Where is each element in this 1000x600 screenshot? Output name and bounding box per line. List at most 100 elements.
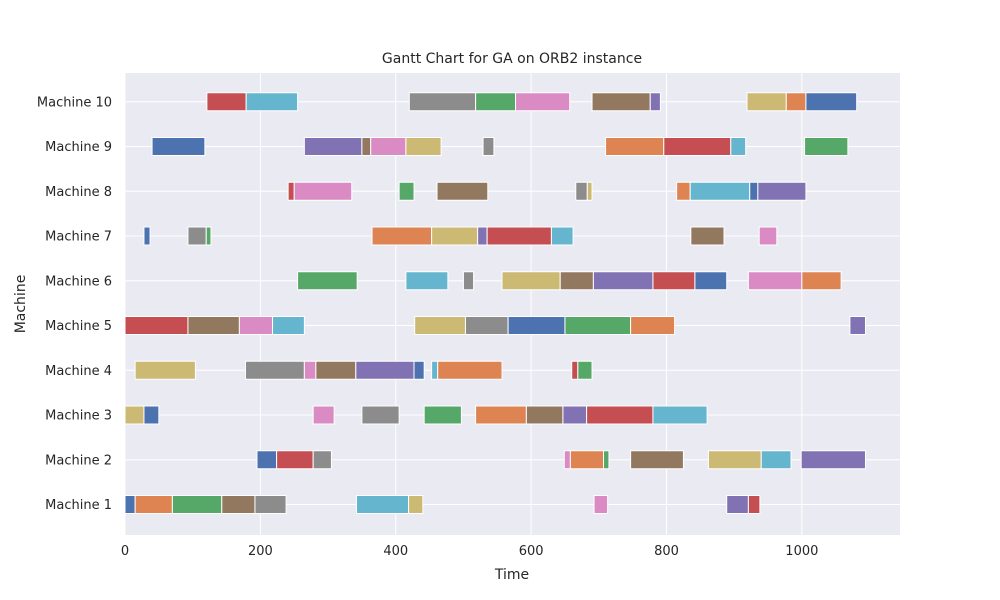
task-bar bbox=[414, 316, 466, 335]
task-bar bbox=[464, 316, 509, 335]
task-bar bbox=[245, 92, 299, 112]
task-bar bbox=[238, 316, 274, 335]
task-bar bbox=[187, 226, 207, 246]
task-bar bbox=[569, 450, 605, 470]
task-bar bbox=[143, 226, 151, 246]
task-bar bbox=[303, 137, 363, 156]
y-tick-label: Machine 7 bbox=[45, 230, 112, 245]
task-bar bbox=[303, 360, 317, 380]
task-bar bbox=[405, 137, 442, 156]
task-bar bbox=[134, 360, 196, 380]
task-bar bbox=[562, 405, 588, 425]
x-tick-label: 600 bbox=[519, 544, 544, 559]
task-bar bbox=[563, 450, 571, 470]
task-bar bbox=[370, 137, 407, 156]
task-bar bbox=[593, 495, 609, 514]
task-bar bbox=[707, 450, 762, 470]
task-bar bbox=[676, 181, 691, 201]
x-tick-label: 800 bbox=[654, 544, 679, 559]
task-bar bbox=[804, 137, 849, 156]
y-tick-label: Machine 6 bbox=[45, 274, 112, 289]
task-bar bbox=[431, 226, 479, 246]
task-bar bbox=[559, 271, 594, 291]
task-bar bbox=[586, 405, 654, 425]
task-bar bbox=[652, 271, 696, 291]
x-tick-label: 1000 bbox=[785, 544, 818, 559]
x-axis-label: Time bbox=[494, 567, 529, 583]
task-bar bbox=[436, 181, 489, 201]
task-bar bbox=[694, 271, 728, 291]
task-bar bbox=[312, 450, 332, 470]
task-bar bbox=[475, 92, 517, 112]
task-bar bbox=[690, 226, 725, 246]
task-bar bbox=[124, 405, 145, 425]
task-bars bbox=[124, 92, 866, 514]
task-bar bbox=[577, 360, 593, 380]
x-tick-labels: 0 200 400 600 800 1000 bbox=[121, 544, 819, 559]
task-bar bbox=[486, 226, 552, 246]
y-tick-label: Machine 10 bbox=[37, 95, 112, 110]
task-bar bbox=[408, 495, 424, 514]
task-bar bbox=[591, 92, 651, 112]
task-bar bbox=[515, 92, 571, 112]
task-bar bbox=[760, 450, 792, 470]
task-bar bbox=[564, 316, 632, 335]
task-bar bbox=[361, 405, 400, 425]
task-bar bbox=[276, 450, 314, 470]
task-bar bbox=[746, 92, 787, 112]
task-bar bbox=[371, 226, 433, 246]
task-bar bbox=[501, 271, 561, 291]
task-bar bbox=[663, 137, 732, 156]
task-bar bbox=[355, 360, 415, 380]
task-bar bbox=[726, 495, 749, 514]
task-bar bbox=[689, 181, 751, 201]
task-bar bbox=[462, 271, 475, 291]
task-bar bbox=[287, 181, 295, 201]
task-bar bbox=[586, 181, 593, 201]
task-bar bbox=[151, 137, 206, 156]
task-bar bbox=[507, 316, 566, 335]
task-bar bbox=[398, 181, 415, 201]
task-bar bbox=[254, 495, 287, 514]
task-bar bbox=[605, 137, 665, 156]
task-bar bbox=[361, 137, 372, 156]
task-bar bbox=[408, 92, 477, 112]
task-bar bbox=[171, 495, 223, 514]
task-bar bbox=[800, 450, 866, 470]
y-tick-label: Machine 4 bbox=[45, 364, 112, 379]
task-bar bbox=[205, 226, 212, 246]
task-bar bbox=[315, 360, 357, 380]
task-bar bbox=[730, 137, 747, 156]
x-tick-label: 200 bbox=[248, 544, 273, 559]
task-bar bbox=[805, 92, 858, 112]
task-bar bbox=[785, 92, 807, 112]
y-tick-label: Machine 3 bbox=[45, 409, 112, 424]
y-tick-label: Machine 1 bbox=[45, 498, 112, 513]
task-bar bbox=[413, 360, 425, 380]
task-bar bbox=[482, 137, 495, 156]
task-bar bbox=[592, 271, 654, 291]
task-bar bbox=[272, 316, 305, 335]
task-bar bbox=[124, 316, 189, 335]
task-bar bbox=[749, 181, 759, 201]
task-bar bbox=[187, 316, 240, 335]
task-bar bbox=[244, 360, 305, 380]
task-bar bbox=[423, 405, 462, 425]
task-bar bbox=[747, 495, 761, 514]
y-tick-label: Machine 2 bbox=[45, 453, 112, 468]
y-tick-label: Machine 9 bbox=[45, 140, 112, 155]
task-bar bbox=[143, 405, 160, 425]
y-tick-label: Machine 5 bbox=[45, 319, 112, 334]
chart-title: Gantt Chart for GA on ORB2 instance bbox=[382, 51, 642, 67]
task-bar bbox=[571, 360, 579, 380]
task-bar bbox=[630, 316, 676, 335]
task-bar bbox=[206, 92, 247, 112]
task-bar bbox=[477, 226, 488, 246]
task-bar bbox=[525, 405, 564, 425]
y-tick-labels: Machine 1 Machine 2 Machine 3 Machine 4 Mach… bbox=[37, 95, 112, 513]
task-bar bbox=[649, 92, 661, 112]
x-tick-label: 400 bbox=[383, 544, 408, 559]
task-bar bbox=[256, 450, 278, 470]
task-bar bbox=[652, 405, 708, 425]
task-bar bbox=[405, 271, 449, 291]
